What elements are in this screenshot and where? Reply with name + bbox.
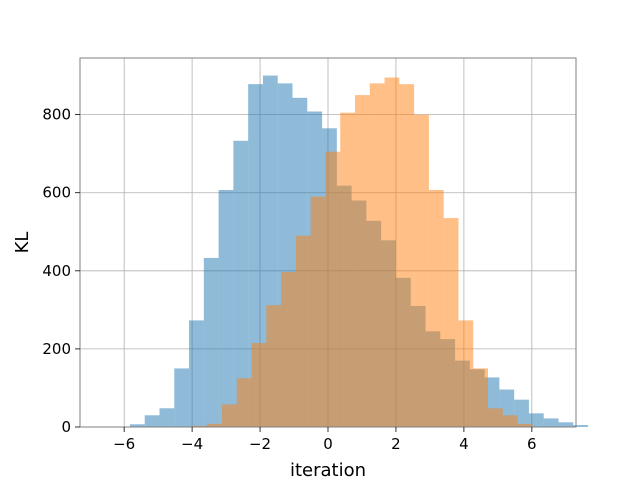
histogram-bar — [355, 95, 370, 427]
histogram-bar — [414, 114, 429, 427]
histogram-bar — [218, 189, 234, 427]
histogram-bar — [443, 218, 459, 427]
y-tick-label: 800 — [42, 106, 71, 124]
histogram-bar — [502, 415, 518, 427]
histogram-bar — [517, 423, 533, 427]
x-tick-label: −4 — [181, 435, 203, 453]
y-tick-label: 200 — [42, 340, 71, 358]
x-axis-title: iteration — [290, 460, 366, 480]
y-tick-label: 600 — [42, 184, 71, 202]
histogram-bar — [514, 399, 529, 427]
histogram-bar — [159, 408, 175, 427]
histogram-bar — [528, 413, 544, 427]
axis-ticks: −6 −4 −2 0 2 4 6 0 200 400 600 800 — [42, 106, 536, 453]
histogram-bar — [192, 425, 208, 427]
series-1-bars — [192, 77, 533, 428]
histogram-bar — [473, 368, 489, 427]
histogram-bar — [399, 84, 415, 428]
histogram-bar — [558, 422, 574, 427]
histogram-bar — [458, 320, 474, 427]
histogram-bar — [325, 151, 341, 427]
y-axis-title: KL — [12, 232, 33, 254]
y-tick-label: 0 — [61, 418, 71, 436]
histogram-bar — [384, 77, 400, 428]
histogram-bar — [189, 320, 204, 427]
histogram-bar — [369, 83, 385, 427]
histogram-bar — [251, 343, 267, 427]
x-tick-label: 4 — [459, 435, 469, 453]
histogram-bar — [266, 305, 282, 427]
x-tick-label: −2 — [249, 435, 271, 453]
x-tick-label: 2 — [391, 435, 401, 453]
histogram-bar — [340, 112, 356, 428]
histogram-bar — [203, 257, 219, 427]
histogram-bar — [207, 423, 223, 427]
histogram-bars — [129, 75, 589, 428]
histogram-bar — [144, 415, 160, 427]
histogram-bar — [129, 424, 145, 427]
x-tick-label: −6 — [113, 435, 135, 453]
histogram-bar — [573, 425, 589, 427]
histogram-bar — [488, 408, 503, 427]
histogram-bar — [248, 84, 263, 428]
histogram-bar — [236, 378, 252, 427]
x-tick-label: 6 — [527, 435, 537, 453]
histogram-bar — [543, 418, 559, 427]
histogram-bar — [310, 196, 326, 427]
histogram-bar — [428, 189, 444, 427]
histogram-bar — [233, 140, 249, 427]
x-tick-label: 0 — [323, 435, 333, 453]
histogram-bar — [222, 404, 237, 427]
histogram-bar — [295, 235, 311, 427]
histogram-bar — [174, 368, 190, 427]
y-tick-label: 400 — [42, 262, 71, 280]
histogram-bar — [281, 271, 296, 427]
